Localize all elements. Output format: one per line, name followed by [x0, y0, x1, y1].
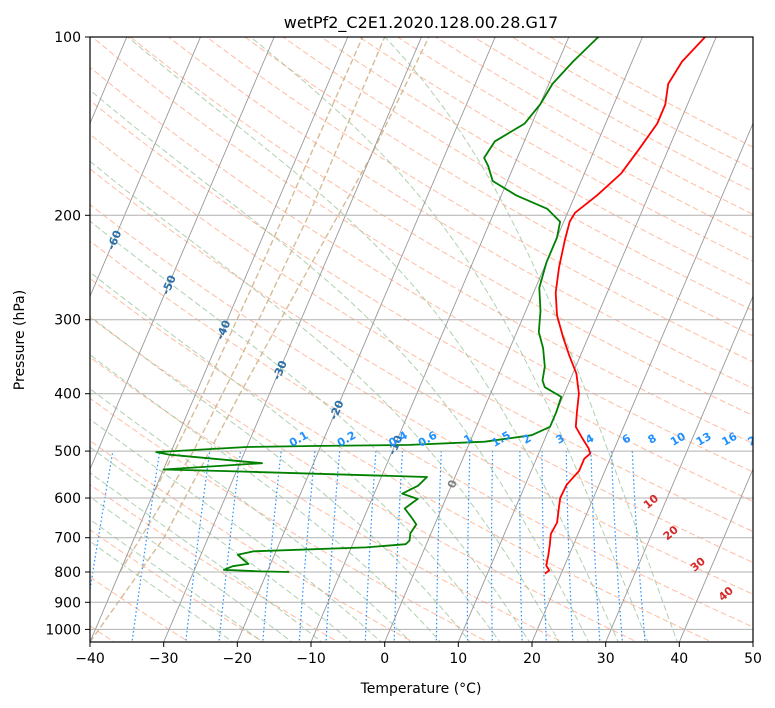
dry-adiabat-line — [205, 37, 753, 363]
chart-title: wetPf2_C2E1.2020.128.00.28.G17 — [284, 13, 558, 33]
y-axis: 1000 900 800 700 600 500 400 300 200 100 — [45, 30, 90, 638]
dry-adiabat-line — [90, 278, 713, 642]
x-axis: −40 −30 −20 −10 0 10 20 30 40 50 — [75, 642, 762, 667]
theta-e-line — [150, 37, 364, 499]
y-tick-label: 300 — [54, 313, 81, 329]
dry-adiabat-line — [472, 37, 753, 193]
dry-adiabat-line — [358, 37, 753, 262]
dry-adiabat-line — [129, 37, 753, 417]
dry-adiabat-line — [90, 66, 753, 473]
mixing-ratio-line — [490, 451, 494, 642]
y-tick-label: 700 — [54, 531, 81, 547]
mixing-ratio-line — [466, 451, 471, 642]
dry-adiabat-line — [90, 99, 753, 502]
isotherm-line — [457, 37, 717, 642]
x-tick-label: −20 — [223, 651, 253, 667]
y-tick-label: 900 — [54, 595, 81, 611]
isotherm-line — [531, 122, 753, 642]
x-axis-title: Temperature (°C) — [360, 681, 482, 697]
dry-adiabat-line — [90, 168, 753, 564]
y-tick-label: 200 — [54, 208, 81, 224]
mixing-ratio-line — [565, 451, 574, 642]
series-lines — [155, 37, 706, 575]
isotherm-line — [90, 37, 201, 298]
isotherm-line — [236, 37, 496, 642]
dry-adiabat-line — [90, 203, 753, 595]
y-axis-title: Pressure (hPa) — [12, 290, 28, 390]
theta-e-line — [119, 37, 386, 573]
x-tick-label: 20 — [523, 651, 541, 667]
isotherm-line — [605, 295, 753, 642]
y-tick-label: 600 — [54, 491, 81, 507]
x-tick-label: 40 — [670, 651, 688, 667]
x-tick-label: 30 — [597, 651, 615, 667]
moist-adiabat-line — [90, 271, 501, 642]
mixing-ratio-line — [519, 451, 523, 642]
isotherm-line — [310, 37, 570, 642]
temperature-profile-line — [544, 37, 706, 575]
y-tick-label: 1000 — [45, 622, 81, 638]
isotherm-line — [90, 37, 275, 471]
mixing-ratio-line — [435, 451, 442, 642]
isotherm-line — [90, 37, 349, 642]
x-tick-label: 0 — [380, 651, 389, 667]
y-tick-label: 400 — [54, 387, 81, 403]
isotherm-line — [163, 37, 422, 642]
y-tick-label: 100 — [54, 30, 81, 46]
dewpoint-profile-line — [155, 37, 599, 573]
mixing-ratio-line — [364, 451, 377, 642]
dry-adiabat-line — [167, 37, 753, 389]
dry-adiabat-line — [396, 37, 753, 239]
dry-adiabat-line — [91, 37, 753, 445]
grid-lines — [90, 37, 753, 642]
y-tick-label: 500 — [54, 444, 81, 460]
dry-adiabat-line — [90, 440, 415, 642]
dry-adiabat-line — [90, 483, 340, 642]
y-tick-label: 800 — [54, 565, 81, 581]
dry-adiabat-line — [90, 240, 753, 628]
moist-adiabat-line — [384, 37, 678, 642]
isotherm-line — [384, 37, 643, 642]
mixing-ratio-label: 20 — [745, 430, 765, 449]
mixing-ratio-line — [541, 451, 547, 642]
dry-adiabat-line — [549, 37, 753, 148]
mixing-ratio-line — [393, 451, 404, 642]
x-tick-label: −30 — [149, 651, 179, 667]
isotherm-line — [678, 467, 753, 642]
plot-frame — [89, 36, 754, 643]
x-tick-label: −10 — [296, 651, 326, 667]
x-tick-label: 10 — [449, 651, 467, 667]
x-tick-label: −40 — [75, 651, 105, 667]
dry-adiabat-line — [90, 529, 265, 642]
dry-adiabat-line — [282, 37, 753, 312]
mixing-ratio-line — [590, 451, 601, 642]
dry-adiabat-line — [244, 37, 753, 337]
x-tick-label: 50 — [744, 651, 762, 667]
